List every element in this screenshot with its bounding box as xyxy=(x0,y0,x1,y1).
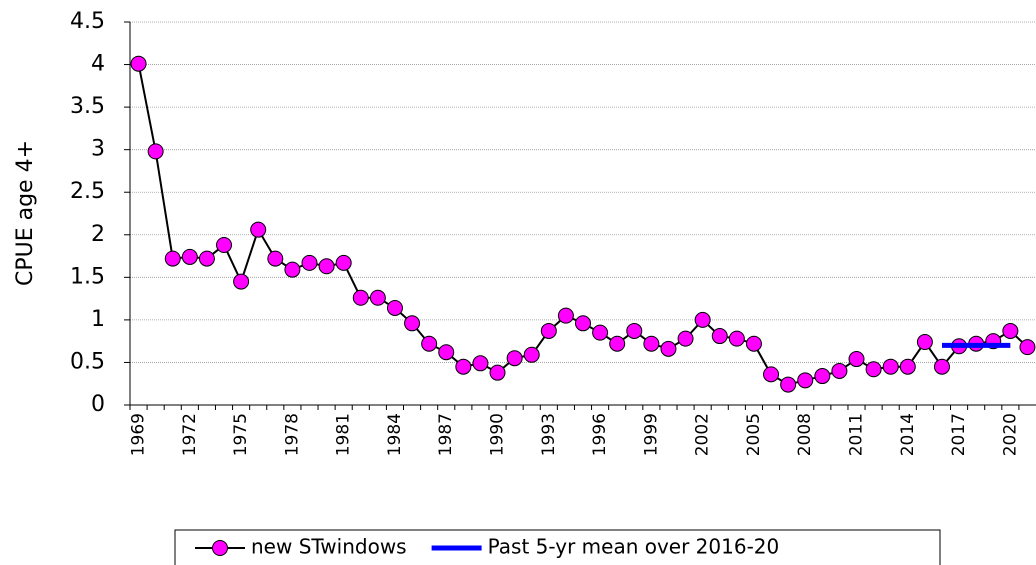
point xyxy=(147,143,164,160)
point xyxy=(711,328,728,345)
y-tick-label: 2 xyxy=(91,222,105,247)
x-tick-label: 2017 xyxy=(949,413,969,456)
point xyxy=(677,330,694,347)
point xyxy=(386,299,403,316)
y-tick-label: 1.5 xyxy=(70,264,105,289)
point xyxy=(540,322,557,339)
point xyxy=(865,361,882,378)
point xyxy=(728,330,745,347)
point xyxy=(369,289,386,306)
point xyxy=(233,273,250,290)
x-tick-label: 2008 xyxy=(795,413,815,456)
point xyxy=(267,250,284,267)
point xyxy=(848,351,865,368)
point xyxy=(899,358,916,375)
point xyxy=(164,250,181,267)
point xyxy=(284,261,301,278)
x-tick-label: 1990 xyxy=(488,413,508,456)
point xyxy=(609,335,626,352)
legend-item: Past 5-yr mean over 2016-20 xyxy=(431,535,780,559)
point xyxy=(198,250,215,267)
x-tick-label: 1981 xyxy=(334,413,354,456)
point xyxy=(1019,339,1036,356)
point xyxy=(763,366,780,383)
x-tick-label: 1969 xyxy=(129,413,149,456)
point xyxy=(472,355,489,372)
x-tick-label: 1978 xyxy=(282,413,302,456)
point xyxy=(814,368,831,385)
x-tick-label: 1993 xyxy=(539,413,559,456)
x-tick-label: 2011 xyxy=(847,413,867,456)
legend-label: new STwindows xyxy=(251,535,407,559)
x-tick-label: 1972 xyxy=(180,413,200,456)
point xyxy=(506,350,523,367)
y-tick-label: 0 xyxy=(91,392,105,417)
point xyxy=(421,335,438,352)
y-tick-label: 2.5 xyxy=(70,179,105,204)
point xyxy=(404,315,421,332)
point xyxy=(592,324,609,341)
point xyxy=(523,346,540,363)
y-axis-label: CPUE age 4+ xyxy=(13,140,38,286)
point xyxy=(882,358,899,375)
x-tick-label: 1987 xyxy=(436,413,456,456)
y-tick-label: 3 xyxy=(91,137,105,162)
point xyxy=(780,376,797,393)
x-tick-label: 2002 xyxy=(693,413,713,456)
x-tick-label: 2005 xyxy=(744,413,764,456)
legend-item: new STwindows xyxy=(195,535,407,559)
point xyxy=(557,307,574,324)
point xyxy=(455,358,472,375)
point xyxy=(831,362,848,379)
legend-box xyxy=(174,529,941,565)
point xyxy=(352,289,369,306)
point xyxy=(489,364,506,381)
x-tick-label: 1975 xyxy=(231,413,251,456)
point xyxy=(335,254,352,271)
legend-label: Past 5-yr mean over 2016-20 xyxy=(488,535,780,559)
x-tick-label: 2020 xyxy=(1000,413,1020,456)
x-tick-label: 2014 xyxy=(898,413,918,456)
y-tick-label: 4 xyxy=(91,52,105,77)
point xyxy=(797,372,814,389)
point xyxy=(916,334,933,351)
y-tick-label: 0.5 xyxy=(70,349,105,374)
series-line xyxy=(137,63,1029,386)
point xyxy=(130,55,147,72)
x-tick-label: 1999 xyxy=(641,413,661,456)
point xyxy=(1002,322,1019,339)
point xyxy=(250,221,267,238)
point xyxy=(318,258,335,275)
x-tick-label: 1996 xyxy=(590,413,610,456)
point xyxy=(626,322,643,339)
x-tick-label: 1984 xyxy=(385,413,405,456)
point xyxy=(643,335,660,352)
point xyxy=(181,248,198,265)
point xyxy=(694,311,711,328)
point xyxy=(438,344,455,361)
y-tick-label: 4.5 xyxy=(70,9,105,34)
point xyxy=(301,254,318,271)
point xyxy=(216,236,233,253)
point xyxy=(933,358,950,375)
y-tick-label: 1 xyxy=(91,307,105,332)
legend-marker xyxy=(212,540,228,556)
y-tick-label: 3.5 xyxy=(70,94,105,119)
point xyxy=(660,340,677,357)
point xyxy=(575,315,591,332)
point xyxy=(745,335,762,352)
